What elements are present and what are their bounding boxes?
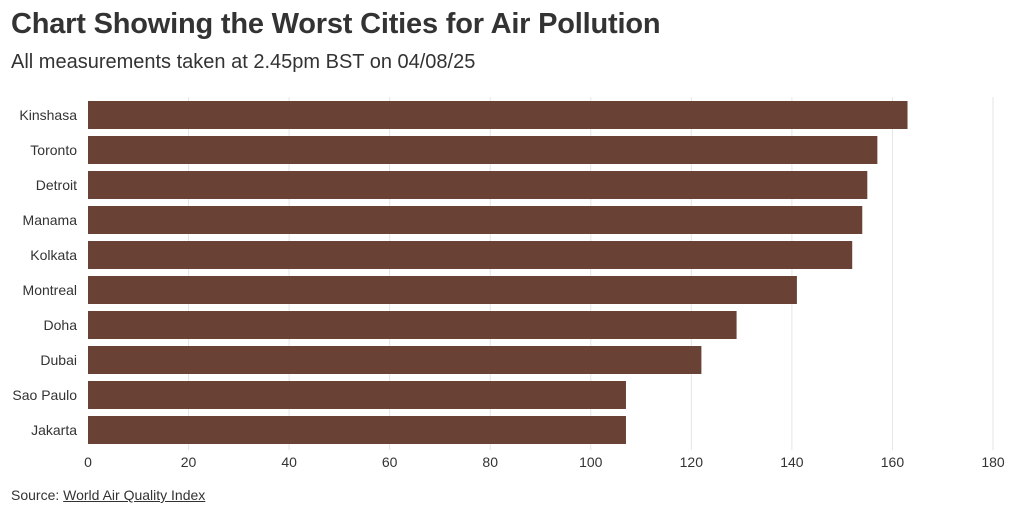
category-label: Montreal (23, 282, 77, 298)
x-tick-label: 140 (780, 454, 804, 470)
category-label: Kolkata (30, 247, 77, 263)
x-tick-label: 80 (482, 454, 498, 470)
x-tick-label: 60 (382, 454, 398, 470)
x-axis-tick-labels: 0 20 40 60 80 100 120 140 160 180 (84, 454, 1005, 470)
x-tick-label: 100 (579, 454, 603, 470)
category-label: Toronto (30, 142, 77, 158)
bar-dubai (88, 346, 702, 374)
bar-kinshasa (88, 101, 908, 129)
source-link[interactable]: World Air Quality Index (63, 487, 206, 503)
bar-manama (88, 206, 863, 234)
category-label: Doha (44, 317, 78, 333)
bar-sao-paulo (88, 381, 626, 409)
x-tick-label: 20 (181, 454, 197, 470)
bar-toronto (88, 136, 878, 164)
bar-montreal (88, 276, 797, 304)
chart-subtitle: All measurements taken at 2.45pm BST on … (11, 51, 476, 73)
bar-doha (88, 311, 737, 339)
bar-detroit (88, 171, 868, 199)
category-label: Kinshasa (19, 107, 77, 123)
category-label: Jakarta (31, 422, 77, 438)
x-tick-label: 180 (981, 454, 1005, 470)
chart-title: Chart Showing the Worst Cities for Air P… (11, 8, 661, 40)
category-label: Manama (23, 212, 78, 228)
x-tick-label: 0 (84, 454, 92, 470)
bar-chart: Kinshasa Toronto Detroit Manama Kolkata Montr… (12, 97, 1005, 470)
source-prefix: Source: (11, 487, 64, 503)
category-labels: Kinshasa Toronto Detroit Manama Kolkata Montr… (12, 107, 77, 438)
category-label: Detroit (36, 177, 77, 193)
source-note: Source: World Air Quality Index (11, 487, 205, 503)
category-label: Dubai (40, 352, 77, 368)
bar-kolkata (88, 241, 853, 269)
category-label: Sao Paulo (12, 387, 77, 403)
x-tick-label: 160 (881, 454, 905, 470)
bar-jakarta (88, 416, 626, 444)
x-tick-label: 120 (680, 454, 704, 470)
x-tick-label: 40 (281, 454, 297, 470)
bars (88, 101, 908, 444)
